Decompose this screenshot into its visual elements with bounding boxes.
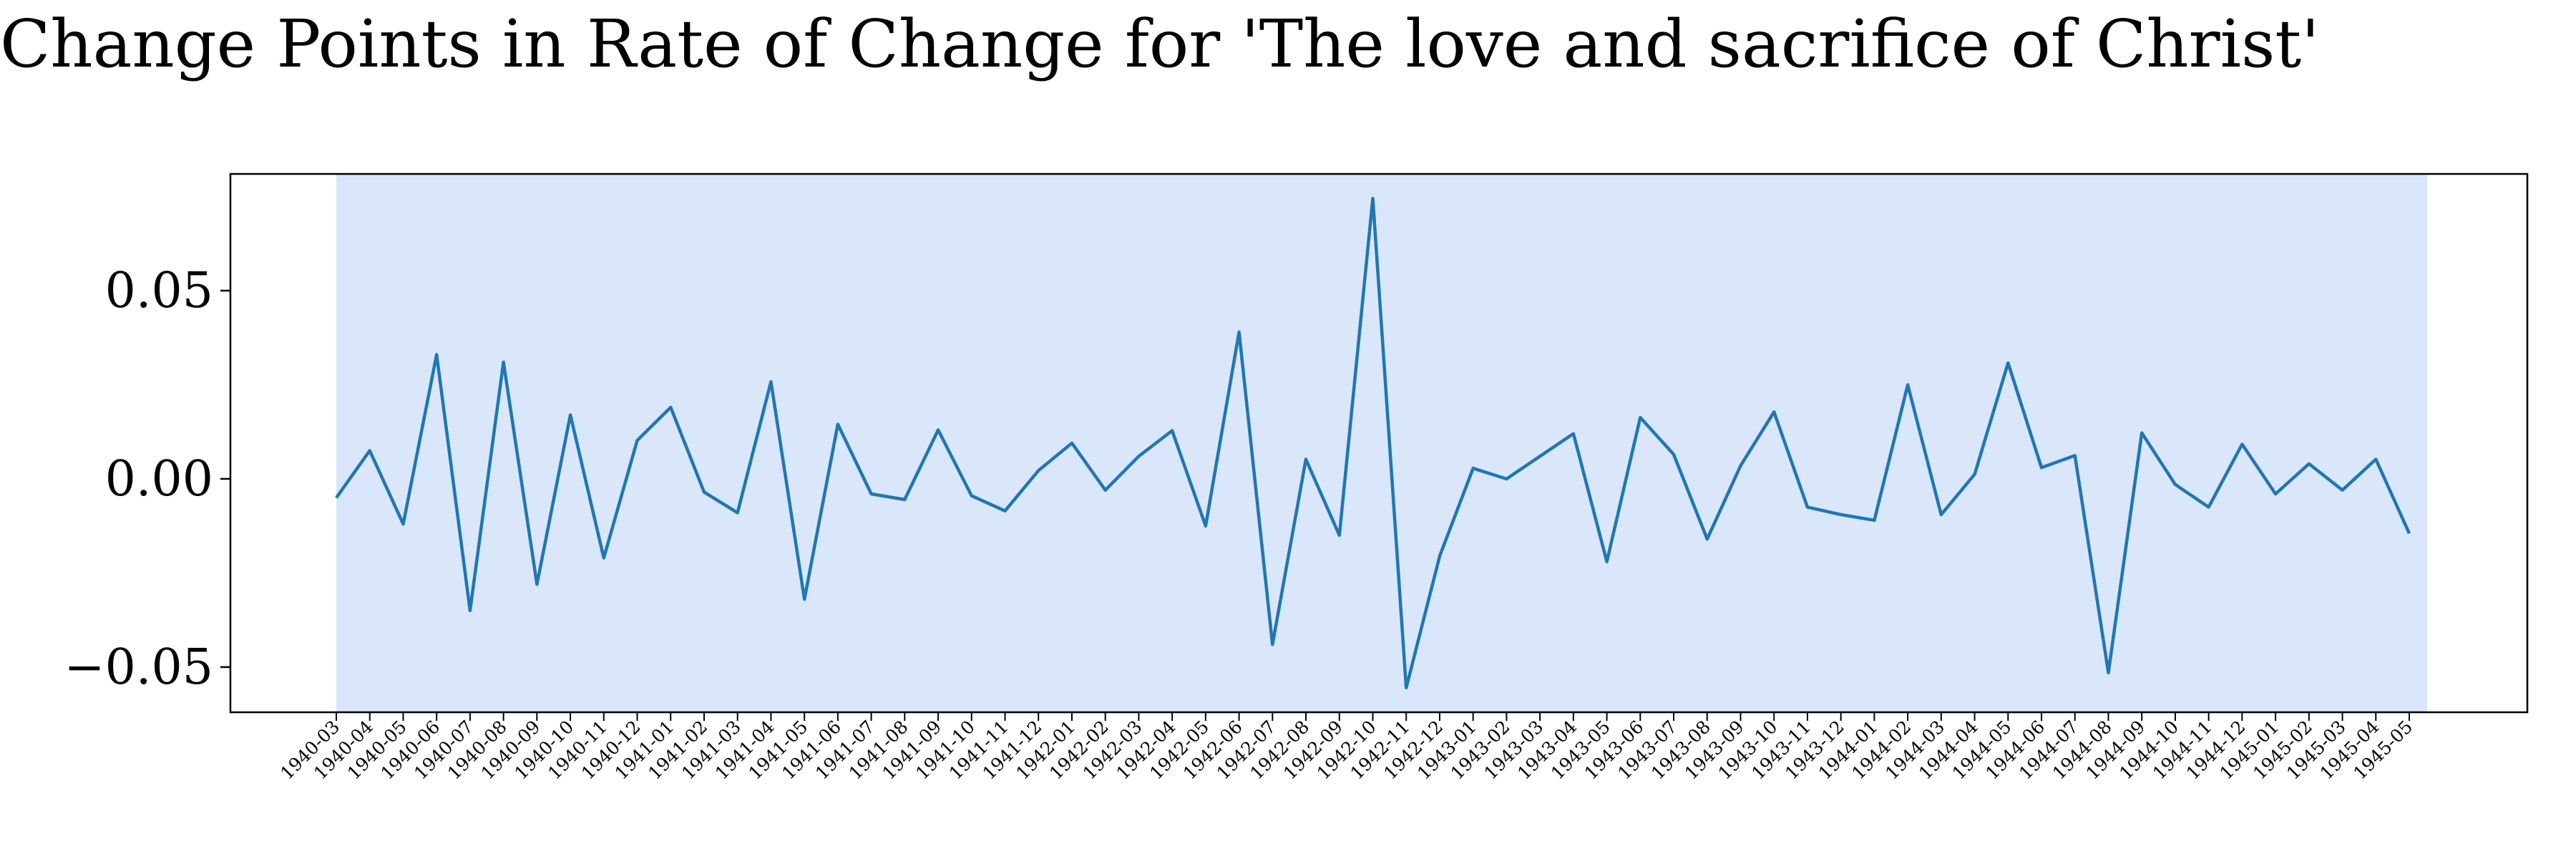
y-tick-label: 0.00 — [105, 451, 213, 508]
chart-title: Change Points in Rate of Change for 'The… — [0, 6, 2320, 82]
series-line-layer — [335, 196, 2411, 690]
y-axis-ticks: −0.05 0.00 0.05 — [64, 263, 230, 696]
y-tick-label: 0.05 — [105, 263, 213, 319]
y-tick-label: −0.05 — [64, 639, 213, 696]
series-line — [335, 196, 2411, 690]
axes-frame — [229, 173, 2529, 714]
x-axis-ticks: 1940-031940-041940-051940-061940-071940-… — [276, 712, 2416, 784]
